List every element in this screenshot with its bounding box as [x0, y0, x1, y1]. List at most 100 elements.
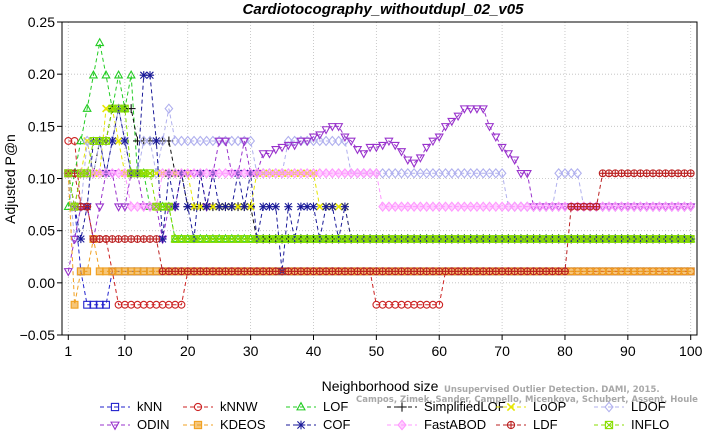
data-point-fastabod: [485, 201, 494, 212]
data-point-knn: [102, 300, 110, 309]
data-point-odin: [220, 137, 231, 147]
data-point-odin: [679, 203, 690, 212]
data-point-ldof: [233, 135, 243, 147]
data-point-inflo: [397, 235, 406, 243]
data-point-odin: [560, 203, 570, 212]
data-point-fastabod: [503, 201, 513, 212]
legend-item-kdeos: KDEOS: [183, 417, 266, 432]
data-point-fastabod: [132, 201, 142, 212]
series-ldf: [64, 169, 695, 276]
data-point-odin: [541, 203, 551, 212]
legend-label: LoOP: [533, 399, 566, 414]
data-point-inflo: [290, 235, 299, 243]
data-point-odin: [642, 203, 652, 212]
data-point-odin: [384, 137, 394, 147]
series-inflo: [64, 104, 695, 243]
data-point-cof: [227, 202, 236, 211]
data-point-ldof: [491, 168, 501, 179]
legend-item-inflo: INFLO: [594, 417, 669, 432]
data-point-lof: [63, 201, 73, 210]
x-tick-label: 60: [431, 343, 447, 359]
data-point-odin: [327, 123, 338, 132]
data-point-cof: [76, 234, 85, 244]
data-point-ldof: [227, 135, 237, 147]
data-point-odin: [214, 137, 224, 147]
data-point-ldf: [177, 267, 186, 276]
data-point-ldof: [246, 135, 256, 147]
data-point-lof: [113, 69, 124, 79]
data-point-odin: [598, 203, 608, 212]
data-point-lof: [201, 233, 212, 243]
data-point-odin: [472, 105, 482, 114]
x-tick-label: 90: [620, 343, 636, 359]
data-point-ldof: [472, 168, 482, 179]
data-point-fastabod: [176, 168, 186, 179]
data-point-fastabod: [635, 201, 645, 212]
data-point-fastabod: [415, 201, 425, 212]
legend-marker-odin: [110, 421, 120, 431]
data-point-odin: [535, 203, 545, 212]
data-point-ldof: [145, 135, 155, 147]
data-point-ldof: [397, 168, 406, 179]
data-point-odin: [497, 143, 507, 153]
legend-marker-simplifiedlof: [397, 402, 407, 412]
data-point-fastabod: [441, 201, 450, 212]
data-point-fastabod: [126, 201, 136, 212]
data-point-knnw: [70, 136, 79, 145]
data-point-fastabod: [516, 201, 526, 212]
data-point-lof: [101, 69, 111, 79]
data-point-lof: [76, 135, 86, 145]
data-point-fastabod: [541, 201, 551, 212]
data-point-fastabod: [239, 168, 249, 179]
data-point-inflo: [535, 235, 544, 243]
data-point-inflo: [120, 104, 129, 113]
data-point-odin: [308, 133, 319, 142]
data-point-loop: [246, 202, 255, 211]
data-point-loop: [234, 202, 243, 211]
data-point-fastabod: [378, 201, 388, 212]
data-point-odin: [183, 170, 193, 179]
data-point-ldof: [560, 168, 570, 179]
data-point-odin: [333, 123, 344, 132]
data-point-odin: [610, 203, 620, 212]
data-point-loop: [102, 104, 110, 113]
data-point-odin: [315, 131, 325, 140]
data-point-lof: [139, 168, 149, 177]
data-point-fastabod: [214, 168, 224, 179]
data-point-odin: [428, 137, 438, 147]
data-point-fastabod: [629, 201, 639, 212]
data-point-odin: [107, 170, 117, 179]
data-point-fastabod: [202, 168, 212, 179]
data-point-odin: [459, 105, 470, 114]
data-point-fastabod: [384, 201, 394, 212]
data-point-lof: [239, 233, 249, 243]
data-point-lof: [95, 37, 105, 47]
data-point-fastabod: [327, 168, 337, 179]
data-point-fastabod: [95, 168, 105, 179]
data-point-odin: [522, 170, 532, 179]
data-point-cof: [139, 71, 148, 80]
data-point-inflo: [579, 235, 588, 243]
legend-marker-loop: [506, 402, 516, 412]
data-point-odin: [296, 137, 306, 147]
y-tick-label: 0.25: [28, 14, 55, 30]
data-point-lof: [88, 69, 99, 79]
data-point-lof: [145, 201, 155, 210]
data-point-cof: [321, 202, 331, 211]
data-point-odin: [252, 170, 262, 179]
data-point-kdeos: [70, 300, 79, 309]
data-point-odin: [421, 143, 432, 153]
data-point-fastabod: [227, 168, 237, 179]
data-point-inflo: [340, 235, 349, 243]
data-point-fastabod: [252, 168, 262, 179]
data-point-odin: [352, 146, 363, 155]
data-point-odin: [528, 203, 539, 212]
legend-item-ldf: LDF: [496, 417, 558, 432]
data-point-lof: [233, 233, 243, 243]
data-point-fastabod: [667, 201, 677, 212]
data-point-odin: [635, 203, 646, 212]
data-point-odin: [654, 203, 664, 212]
data-point-ldof: [120, 135, 130, 147]
data-point-ldof: [384, 168, 394, 179]
data-point-fastabod: [195, 168, 205, 179]
